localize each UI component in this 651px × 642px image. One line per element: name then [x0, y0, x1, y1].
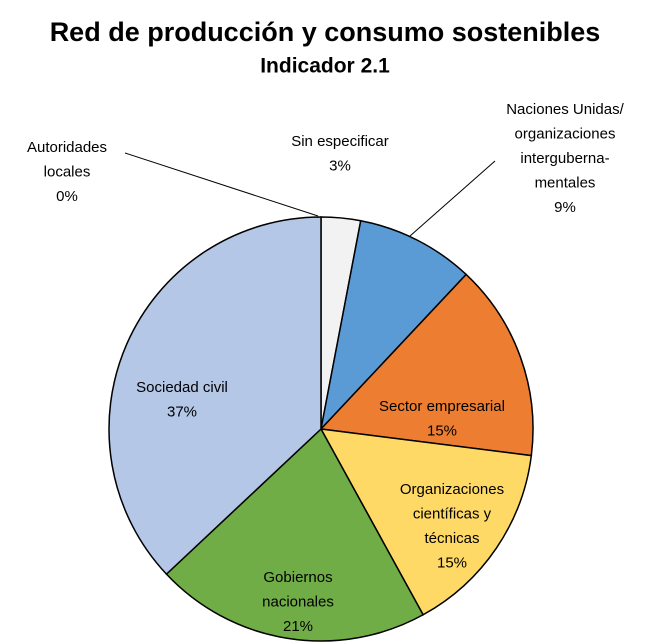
value-label: 15% [427, 422, 457, 439]
slice-label: Sector empresarial [379, 398, 505, 415]
leader-line [124, 152, 319, 217]
value-label: 9% [554, 199, 576, 216]
slice-label: Sin especificar [291, 133, 389, 150]
slice-label: interguberna- [520, 150, 609, 167]
slice-label: Autoridades [27, 139, 107, 156]
slice-label: mentales [535, 174, 596, 191]
value-label: 21% [283, 618, 313, 635]
slice-label: Organizaciones [400, 481, 504, 498]
slice-label: Gobiernos [263, 569, 332, 586]
leader-line [409, 160, 496, 237]
pie-slice [319, 219, 468, 432]
value-label: 15% [437, 554, 467, 571]
slice-label: Naciones Unidas/ [506, 101, 624, 118]
pie-slice [319, 273, 534, 457]
slice-label: organizaciones [515, 125, 616, 142]
chart-title: Red de producción y consumo sostenibles [50, 17, 601, 47]
pie-slice [108, 216, 322, 576]
chart-subtitle: Indicador 2.1 [260, 55, 390, 78]
value-label: 0% [56, 188, 78, 205]
pie-slice [319, 428, 533, 616]
slice-label: nacionales [262, 593, 334, 610]
slice-label: científicas y [413, 505, 492, 522]
slice-label: Sociedad civil [136, 379, 228, 396]
pie-slice [165, 427, 425, 642]
slice-label: locales [44, 163, 91, 180]
value-label: 3% [329, 157, 351, 174]
value-label: 37% [167, 403, 197, 420]
slice-label: técnicas [424, 530, 479, 547]
